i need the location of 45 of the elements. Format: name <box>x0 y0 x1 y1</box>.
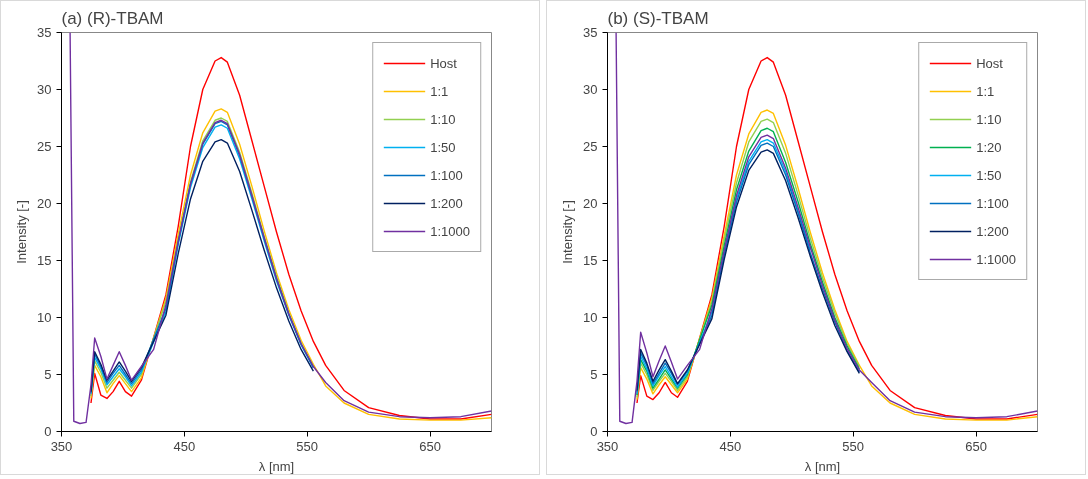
y-tick-label: 10 <box>37 310 52 325</box>
legend-label: 1:20 <box>976 139 1002 155</box>
legend-label: 1:200 <box>976 223 1009 239</box>
legend-label: 1:50 <box>976 167 1002 183</box>
x-tick-label: 650 <box>419 438 441 454</box>
legend-label: 1:10 <box>430 111 456 127</box>
y-tick-label: 25 <box>583 139 598 154</box>
legend-label: Host <box>430 55 457 71</box>
y-tick-label: 15 <box>37 253 52 268</box>
y-tick-label: 0 <box>44 424 52 439</box>
legend-label: 1:1 <box>976 83 996 99</box>
y-tick-label: 10 <box>583 310 598 325</box>
x-tick-label: 450 <box>719 438 742 454</box>
x-tick-label: 350 <box>50 438 73 454</box>
y-axis-title: Intensity [-] <box>560 200 576 264</box>
legend-label: 1:1000 <box>430 223 470 239</box>
y-tick-label: 20 <box>583 196 598 211</box>
y-tick-label: 0 <box>590 424 598 439</box>
legend-label: 1:1000 <box>976 251 1016 267</box>
x-tick-label: 550 <box>842 438 865 454</box>
legend-label: Host <box>976 55 1003 71</box>
x-axis-title: λ [nm] <box>804 458 841 474</box>
x-tick-label: 650 <box>965 438 987 454</box>
y-tick-label: 30 <box>37 82 52 97</box>
x-tick-label: 350 <box>596 438 619 454</box>
y-tick-label: 30 <box>583 82 598 97</box>
chart-title: (a) (R)-TBAM <box>61 8 164 28</box>
y-tick-label: 20 <box>37 196 52 211</box>
chart-title: (b) (S)-TBAM <box>607 8 709 28</box>
y-tick-label: 35 <box>583 25 598 40</box>
x-tick-label: 450 <box>173 438 196 454</box>
y-tick-label: 35 <box>37 25 52 40</box>
x-tick-label: 550 <box>296 438 319 454</box>
legend-label: 1:10 <box>976 111 1002 127</box>
legend-label: 1:200 <box>430 195 463 211</box>
legend-label: 1:100 <box>430 167 463 183</box>
y-axis-title: Intensity [-] <box>14 200 30 264</box>
x-axis-title: λ [nm] <box>258 458 295 474</box>
y-tick-label: 25 <box>37 139 52 154</box>
legend-label: 1:100 <box>976 195 1009 211</box>
y-tick-label: 15 <box>583 253 598 268</box>
y-tick-label: 5 <box>44 367 52 382</box>
legend-label: 1:50 <box>430 139 456 155</box>
y-tick-label: 5 <box>590 367 598 382</box>
legend-label: 1:1 <box>430 83 450 99</box>
